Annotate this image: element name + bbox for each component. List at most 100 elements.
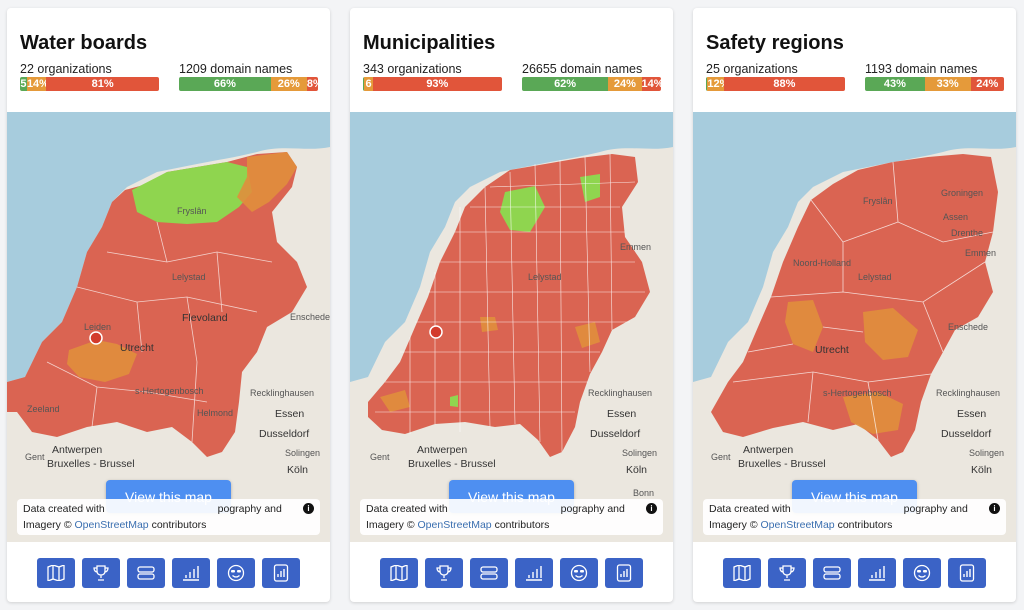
place-label: Solingen <box>622 448 658 458</box>
chart-button[interactable] <box>172 558 210 588</box>
attribution-tail: pography and Imagery © <box>23 503 282 531</box>
report-icon <box>273 564 289 582</box>
map-canvas <box>7 112 330 542</box>
place-label: s-Hertogenbosch <box>823 388 892 398</box>
info-icon[interactable]: i <box>303 503 314 514</box>
smiley-icon <box>227 564 245 582</box>
bar-segment: 43% <box>865 77 925 91</box>
place-label: s-Hertogenbosch <box>135 386 204 396</box>
domains-bar: 66%26%8% <box>179 77 318 91</box>
place-label: Bonn <box>633 488 655 498</box>
card-title: Safety regions <box>706 32 844 54</box>
smiley-icon <box>913 564 931 582</box>
report-button[interactable] <box>605 558 643 588</box>
map-attribution: Data created with pography and Imagery ©… <box>360 499 663 535</box>
domains-label: 26655 domain names <box>522 62 643 76</box>
place-label: Utrecht <box>120 342 154 354</box>
trophy-icon <box>436 565 452 581</box>
report-icon <box>959 564 975 582</box>
list-icon <box>137 566 155 580</box>
list-icon <box>480 566 498 580</box>
card-title: Water boards <box>20 32 148 54</box>
osm-link[interactable]: OpenStreetMap <box>760 519 835 531</box>
domains-stat: 1193 domain names 43% 33% 24% <box>865 62 1004 91</box>
smiley-button[interactable] <box>217 558 255 588</box>
organizations-stat: 25 organizations 12%88% <box>706 62 845 91</box>
attribution-tail: pography and Imagery © <box>709 503 968 531</box>
smiley-button[interactable] <box>903 558 941 588</box>
report-button[interactable] <box>262 558 300 588</box>
bar-chart-icon <box>869 566 885 581</box>
bar-segment: 33% <box>924 77 971 91</box>
place-label: Bruxelles - Brussel <box>408 458 496 470</box>
place-label: Dusseldorf <box>941 428 992 440</box>
map-attribution: Data created with pography and Imagery ©… <box>17 499 320 535</box>
organizations-label: 343 organizations <box>363 62 462 76</box>
ranking-button[interactable] <box>82 558 120 588</box>
map-button[interactable] <box>723 558 761 588</box>
domains-stat: 1209 domain names 66%26%8% <box>179 62 318 91</box>
place-label: Dusseldorf <box>590 428 641 440</box>
attribution-contributors: contributors <box>834 519 893 531</box>
place-label: Solingen <box>285 448 321 458</box>
ranking-button[interactable] <box>768 558 806 588</box>
card-municipalities: Municipalities 343 organizations 6 93% 26… <box>350 8 673 602</box>
bar-segment: 12% <box>707 77 724 91</box>
report-button[interactable] <box>948 558 986 588</box>
card-title: Municipalities <box>363 32 496 54</box>
smiley-button[interactable] <box>560 558 598 588</box>
place-label: Köln <box>626 464 648 476</box>
place-label: Utrecht <box>815 344 849 356</box>
bar-segment: 24% <box>608 77 642 91</box>
place-label: Fryslân <box>863 196 893 206</box>
place-label: Antwerpen <box>743 444 794 456</box>
place-label: Bruxelles - Brussel <box>738 458 826 470</box>
map-button[interactable] <box>380 558 418 588</box>
card-toolbar <box>693 558 1016 588</box>
map-canvas <box>693 112 1016 542</box>
list-icon <box>823 566 841 580</box>
bar-segment: 81% <box>46 77 159 91</box>
domains-stat: 26655 domain names 62%24%14% <box>522 62 661 91</box>
bar-chart-icon <box>526 566 542 581</box>
osm-link[interactable]: OpenStreetMap <box>417 519 492 531</box>
place-label: Drenthe <box>951 228 984 238</box>
trophy-icon <box>779 565 795 581</box>
chart-button[interactable] <box>515 558 553 588</box>
osm-link[interactable]: OpenStreetMap <box>74 519 149 531</box>
organizations-bar: 12%88% <box>706 77 845 91</box>
map-button[interactable] <box>37 558 75 588</box>
bar-segment: 88% <box>723 77 845 91</box>
organizations-label: 22 organizations <box>20 62 112 76</box>
info-icon[interactable]: i <box>989 503 1000 514</box>
attribution-tail: pography and Imagery © <box>366 503 625 531</box>
smiley-icon <box>570 564 588 582</box>
attribution-text: Data created with <box>366 503 451 515</box>
list-button[interactable] <box>470 558 508 588</box>
bar-segment: 93% <box>372 77 502 91</box>
chart-button[interactable] <box>858 558 896 588</box>
map[interactable]: Fryslân Lelystad Flevoland Leiden Utrech… <box>7 112 330 542</box>
place-label: Antwerpen <box>417 444 468 456</box>
bar-segment: 14% <box>641 77 661 91</box>
place-label: Groningen <box>941 188 984 198</box>
info-icon[interactable]: i <box>646 503 657 514</box>
bar-segment: 24% <box>970 77 1004 91</box>
list-button[interactable] <box>127 558 165 588</box>
bar-segment: 6 <box>364 77 373 91</box>
place-label: Lelystad <box>172 272 206 282</box>
bar-segment <box>706 77 708 91</box>
place-label: Dusseldorf <box>259 428 310 440</box>
organizations-label: 25 organizations <box>706 62 798 76</box>
bar-segment: 62% <box>522 77 609 91</box>
map[interactable]: Lelystad Essen Dusseldorf Antwerpen Brux… <box>350 112 673 542</box>
bar-segment: 8% <box>306 77 318 91</box>
place-label: Essen <box>957 408 987 420</box>
list-button[interactable] <box>813 558 851 588</box>
ranking-button[interactable] <box>425 558 463 588</box>
organizations-stat: 22 organizations 514%81% <box>20 62 159 91</box>
map[interactable]: Fryslân Groningen Assen Drenthe Emmen Le… <box>693 112 1016 542</box>
organizations-bar: 6 93% <box>363 77 502 91</box>
domains-label: 1193 domain names <box>865 62 978 76</box>
place-label: Zeeland <box>27 404 60 414</box>
